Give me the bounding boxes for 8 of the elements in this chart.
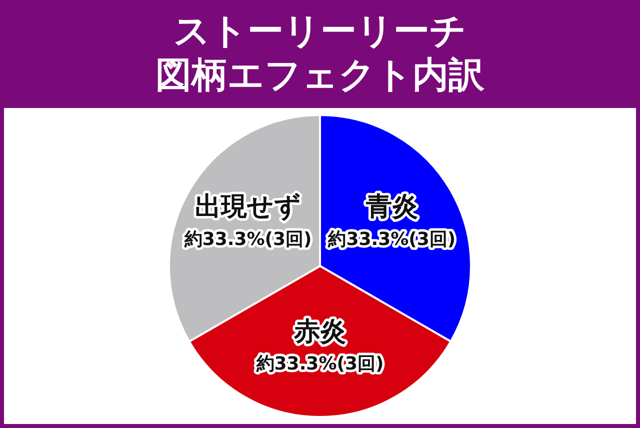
data-label: 約33.3%(3回) — [183, 229, 312, 250]
slice-label: 赤炎 — [293, 316, 346, 347]
chart-title: ストーリーリーチ — [172, 10, 468, 54]
slice-label: 青炎 — [364, 192, 418, 222]
slice-label: 出現せず — [195, 192, 302, 222]
chart-subtitle: 図柄エフェクト内訳 — [154, 54, 486, 98]
data-label: 約33.3%(3回) — [255, 354, 384, 375]
data-label: 約33.3%(3回) — [327, 229, 456, 250]
